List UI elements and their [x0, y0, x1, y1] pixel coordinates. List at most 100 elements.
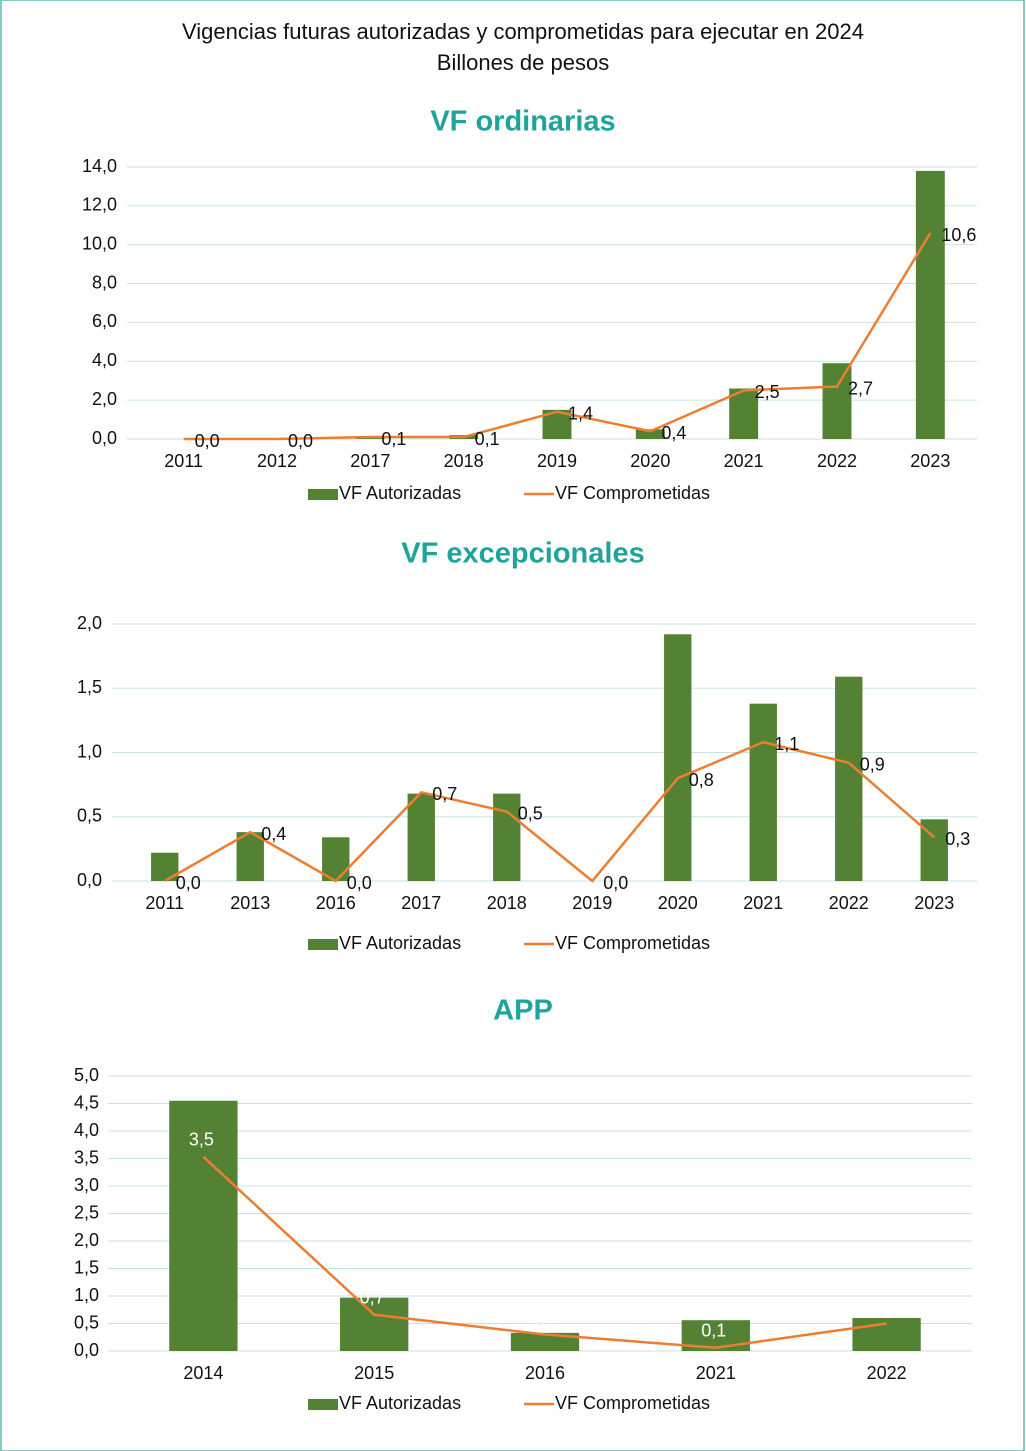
x-tick-label: 2012 [257, 451, 297, 471]
legend-swatch [308, 1399, 338, 1410]
x-tick-label: 2021 [696, 1363, 736, 1383]
y-tick-label: 2,0 [77, 613, 102, 633]
bar [340, 1297, 409, 1351]
data-label: 0,7 [432, 784, 457, 804]
y-tick-label: 2,5 [74, 1202, 99, 1222]
x-tick-label: 2021 [743, 893, 783, 913]
bar [835, 676, 863, 881]
legend-swatch [308, 939, 338, 950]
y-tick-label: 0,0 [77, 870, 102, 890]
data-label: 0,0 [603, 873, 628, 893]
data-label: 2,7 [848, 378, 873, 398]
x-tick-label: 2017 [350, 451, 390, 471]
data-label: 0,0 [195, 431, 220, 451]
legend-label: VF Autorizadas [339, 933, 461, 953]
y-tick-label: 0,5 [77, 806, 102, 826]
y-tick-label: 1,5 [77, 677, 102, 697]
data-label: 0,0 [176, 873, 201, 893]
x-tick-label: 2019 [572, 893, 612, 913]
bar [407, 793, 435, 881]
legend-label: VF Autorizadas [339, 483, 461, 503]
chart-title: VF excepcionales [401, 538, 644, 570]
y-tick-label: 3,5 [74, 1147, 99, 1167]
y-tick-label: 14,0 [82, 156, 117, 176]
page-subtitle: Billones de pesos [437, 50, 609, 75]
data-label: 0,0 [288, 431, 313, 451]
y-tick-label: 2,0 [92, 389, 117, 409]
x-tick-label: 2019 [537, 451, 577, 471]
data-label: 1,4 [568, 404, 593, 424]
data-label: 0,4 [661, 423, 686, 443]
data-label: 0,1 [381, 429, 406, 449]
y-tick-label: 4,0 [92, 350, 117, 370]
x-tick-label: 2018 [444, 451, 484, 471]
bar [236, 832, 264, 881]
x-tick-label: 2011 [145, 893, 184, 913]
legend-label: VF Autorizadas [339, 1393, 461, 1413]
x-tick-label: 2020 [630, 451, 670, 471]
x-tick-label: 2021 [724, 451, 764, 471]
data-label: 10,6 [941, 225, 976, 245]
y-tick-label: 12,0 [82, 195, 117, 215]
data-label: 0,8 [689, 770, 714, 790]
data-label: 2,5 [755, 382, 780, 402]
bar [169, 1100, 238, 1351]
line [164, 740, 936, 883]
x-tick-label: 2022 [817, 451, 857, 471]
bar [355, 438, 385, 439]
line [202, 1155, 887, 1349]
chart-title: VF ordinarias [430, 106, 615, 138]
bar [510, 1332, 580, 1351]
x-tick-label: 2011 [164, 451, 203, 471]
bar [915, 170, 945, 439]
y-tick-label: 8,0 [92, 272, 117, 292]
y-tick-label: 4,0 [74, 1120, 99, 1140]
line [183, 232, 932, 441]
x-tick-label: 2023 [914, 893, 954, 913]
bar [664, 634, 692, 881]
y-tick-label: 4,5 [74, 1092, 99, 1112]
data-label: 0,7 [360, 1287, 385, 1307]
y-tick-label: 2,0 [74, 1230, 99, 1250]
bar [493, 793, 521, 881]
y-tick-label: 1,5 [74, 1257, 99, 1277]
chart-title: APP [493, 995, 553, 1027]
x-tick-label: 2018 [487, 893, 527, 913]
legend-swatch [308, 489, 338, 500]
x-tick-label: 2017 [401, 893, 441, 913]
x-tick-label: 2014 [183, 1363, 223, 1383]
y-tick-label: 1,0 [77, 741, 102, 761]
data-label: 0,3 [530, 1307, 555, 1327]
bar [822, 363, 852, 439]
bar [852, 1318, 921, 1351]
legend-label: VF Comprometidas [555, 483, 710, 503]
x-tick-label: 2020 [658, 893, 698, 913]
data-label: 0,0 [347, 873, 372, 893]
y-tick-label: 0,0 [74, 1340, 99, 1360]
data-label: 1,1 [774, 734, 799, 754]
x-tick-label: 2013 [230, 893, 270, 913]
y-tick-label: 3,0 [74, 1175, 99, 1195]
legend-label: VF Comprometidas [555, 1393, 710, 1413]
y-tick-label: 5,0 [74, 1065, 99, 1085]
bar [322, 837, 350, 881]
y-tick-label: 0,5 [74, 1312, 99, 1332]
data-label: 0,5 [518, 803, 543, 823]
data-label: 0,4 [261, 824, 286, 844]
data-label: 0,1 [475, 429, 500, 449]
y-tick-label: 10,0 [82, 233, 117, 253]
y-tick-label: 1,0 [74, 1285, 99, 1305]
x-tick-label: 2016 [316, 893, 356, 913]
y-tick-label: 0,0 [92, 428, 117, 448]
data-label: 0,9 [860, 755, 885, 775]
legend-label: VF Comprometidas [555, 933, 710, 953]
x-tick-label: 2022 [829, 893, 869, 913]
bar [635, 429, 665, 439]
page-title: Vigencias futuras autorizadas y comprome… [182, 19, 864, 44]
x-tick-label: 2022 [867, 1363, 907, 1383]
x-tick-label: 2016 [525, 1363, 565, 1383]
x-tick-label: 2023 [910, 451, 950, 471]
x-tick-label: 2015 [354, 1363, 394, 1383]
